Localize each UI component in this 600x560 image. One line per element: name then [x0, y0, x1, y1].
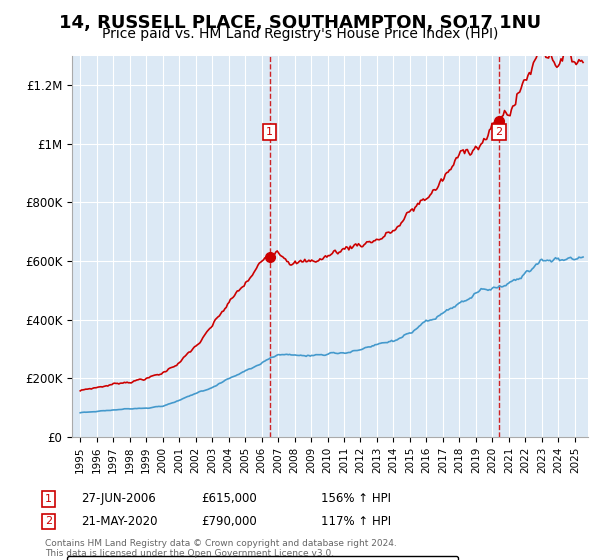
Text: 1: 1	[45, 494, 52, 504]
Text: 2: 2	[45, 516, 52, 526]
Text: £615,000: £615,000	[201, 492, 257, 505]
Text: 21-MAY-2020: 21-MAY-2020	[81, 515, 157, 528]
Text: £790,000: £790,000	[201, 515, 257, 528]
Text: 156% ↑ HPI: 156% ↑ HPI	[321, 492, 391, 505]
Legend: 14, RUSSELL PLACE, SOUTHAMPTON, SO17 1NU (detached house), HPI: Average price, d: 14, RUSSELL PLACE, SOUTHAMPTON, SO17 1NU…	[67, 556, 458, 560]
Text: Contains HM Land Registry data © Crown copyright and database right 2024.
This d: Contains HM Land Registry data © Crown c…	[45, 539, 397, 558]
Text: 14, RUSSELL PLACE, SOUTHAMPTON, SO17 1NU: 14, RUSSELL PLACE, SOUTHAMPTON, SO17 1NU	[59, 14, 541, 32]
Text: 2: 2	[495, 127, 502, 137]
Text: 27-JUN-2006: 27-JUN-2006	[81, 492, 156, 505]
Text: Price paid vs. HM Land Registry's House Price Index (HPI): Price paid vs. HM Land Registry's House …	[102, 27, 498, 41]
Text: 117% ↑ HPI: 117% ↑ HPI	[321, 515, 391, 528]
Text: 1: 1	[266, 127, 273, 137]
